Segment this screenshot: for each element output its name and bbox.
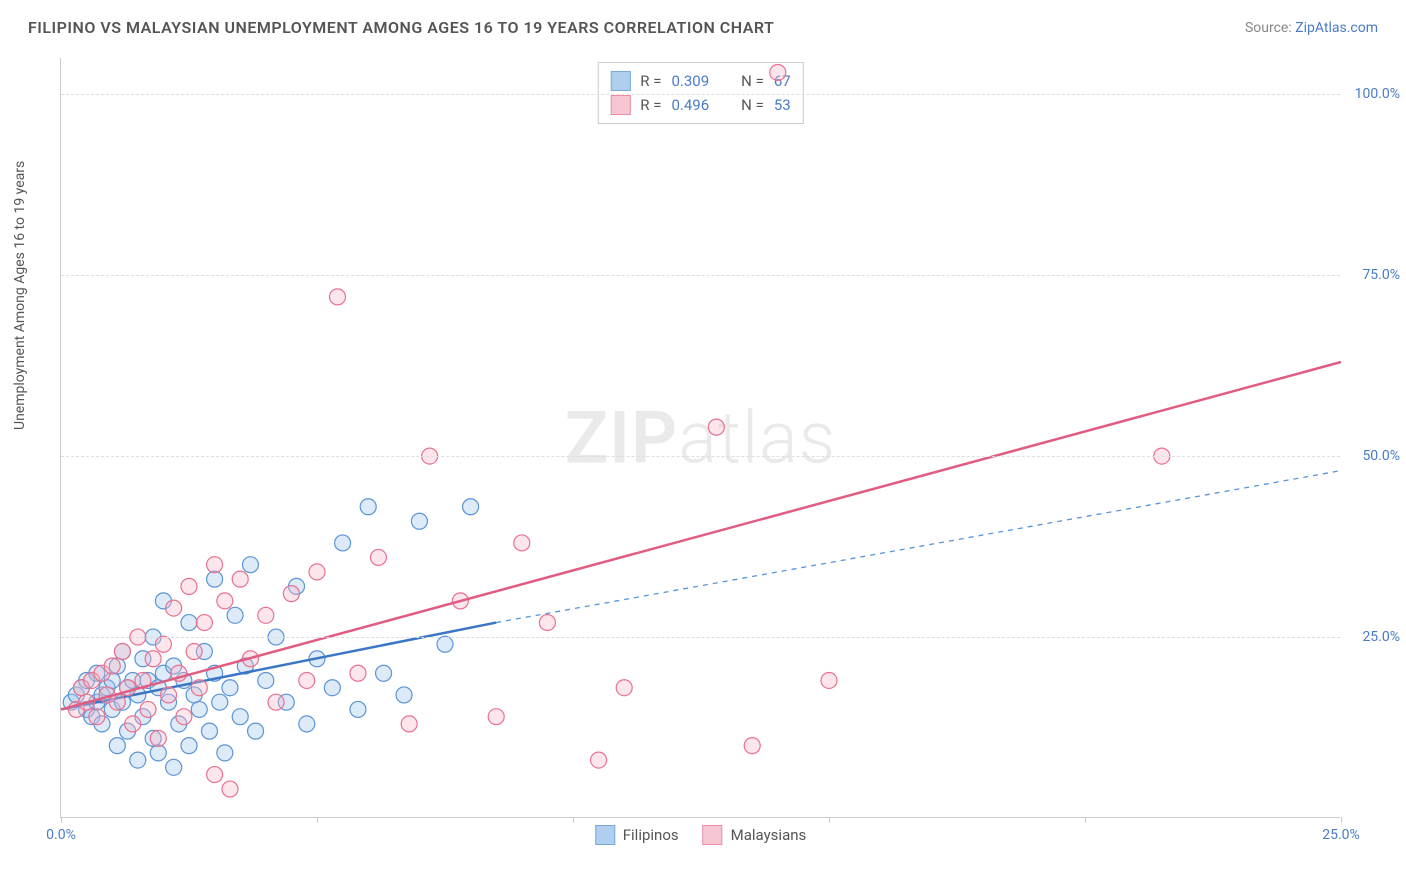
y-tick-label: 50.0% <box>1362 448 1400 464</box>
scatter-point <box>299 672 315 688</box>
gridline-h <box>61 94 1340 95</box>
scatter-point <box>242 557 258 573</box>
scatter-point <box>104 658 120 674</box>
scatter-point <box>130 752 146 768</box>
scatter-point <box>217 593 233 609</box>
scatter-point <box>181 738 197 754</box>
scatter-point <box>140 701 156 717</box>
trend-line-ext <box>496 471 1341 623</box>
y-tick-label: 100.0% <box>1355 86 1400 102</box>
legend-series-label: Filipinos <box>623 826 679 844</box>
source-link[interactable]: ZipAtlas.com <box>1295 20 1378 36</box>
scatter-point <box>376 665 392 681</box>
scatter-point <box>222 781 238 797</box>
scatter-point <box>370 549 386 565</box>
legend-swatch <box>703 825 723 845</box>
scatter-point <box>196 615 212 631</box>
source-prefix: Source: <box>1245 20 1295 36</box>
scatter-point <box>360 499 376 515</box>
scatter-point <box>161 687 177 703</box>
scatter-point <box>514 535 530 551</box>
scatter-point <box>350 665 366 681</box>
scatter-point <box>150 730 166 746</box>
legend-series-item: Filipinos <box>595 825 679 845</box>
scatter-point <box>191 680 207 696</box>
scatter-point <box>222 680 238 696</box>
scatter-point <box>176 709 192 725</box>
tick-x <box>1341 817 1342 823</box>
y-tick-label: 25.0% <box>1362 629 1400 645</box>
scatter-point <box>181 615 197 631</box>
scatter-point <box>396 687 412 703</box>
scatter-point <box>437 636 453 652</box>
scatter-point <box>309 564 325 580</box>
x-tick-label: 0.0% <box>46 827 76 843</box>
scatter-point <box>145 651 161 667</box>
scatter-point <box>166 600 182 616</box>
y-tick-label: 75.0% <box>1362 267 1400 283</box>
scatter-point <box>258 607 274 623</box>
x-tick-label: 25.0% <box>1322 827 1360 843</box>
tick-x <box>317 817 318 823</box>
scatter-point <box>708 419 724 435</box>
scatter-point <box>207 767 223 783</box>
scatter-point <box>411 513 427 529</box>
gridline-h <box>61 456 1340 457</box>
tick-x <box>61 817 62 823</box>
gridline-h <box>61 275 1340 276</box>
tick-x <box>829 817 830 823</box>
scatter-point <box>401 716 417 732</box>
scatter-point <box>350 701 366 717</box>
legend-series-label: Malaysians <box>731 826 807 844</box>
chart-title: FILIPINO VS MALAYSIAN UNEMPLOYMENT AMONG… <box>28 18 774 37</box>
scatter-point <box>258 672 274 688</box>
trend-line <box>61 362 1341 709</box>
tick-x <box>1085 817 1086 823</box>
scatter-point <box>268 694 284 710</box>
scatter-point <box>166 759 182 775</box>
scatter-point <box>232 571 248 587</box>
scatter-point <box>109 738 125 754</box>
scatter-point <box>770 64 786 80</box>
scatter-point <box>329 289 345 305</box>
scatter-point <box>217 745 233 761</box>
scatter-point <box>463 499 479 515</box>
scatter-point <box>114 644 130 660</box>
scatter-plot <box>61 58 1340 817</box>
scatter-point <box>212 694 228 710</box>
scatter-point <box>299 716 315 732</box>
scatter-point <box>248 723 264 739</box>
scatter-point <box>335 535 351 551</box>
chart-area: ZIPatlas R =0.309N =67R =0.496N =53 Fili… <box>60 58 1340 818</box>
legend-series: Filipinos Malaysians <box>595 825 807 845</box>
scatter-point <box>744 738 760 754</box>
gridline-h <box>61 637 1340 638</box>
scatter-point <box>821 672 837 688</box>
scatter-point <box>155 636 171 652</box>
scatter-point <box>125 716 141 732</box>
source-attribution: Source: ZipAtlas.com <box>1245 20 1378 36</box>
scatter-point <box>232 709 248 725</box>
y-axis-label: Unemployment Among Ages 16 to 19 years <box>12 161 28 430</box>
header: FILIPINO VS MALAYSIAN UNEMPLOYMENT AMONG… <box>0 0 1406 47</box>
scatter-point <box>150 745 166 761</box>
scatter-point <box>283 586 299 602</box>
legend-series-item: Malaysians <box>703 825 807 845</box>
tick-x <box>573 817 574 823</box>
scatter-point <box>89 709 105 725</box>
scatter-point <box>227 607 243 623</box>
scatter-point <box>191 701 207 717</box>
scatter-point <box>324 680 340 696</box>
scatter-point <box>591 752 607 768</box>
scatter-point <box>181 578 197 594</box>
scatter-point <box>207 557 223 573</box>
scatter-point <box>207 571 223 587</box>
scatter-point <box>539 615 555 631</box>
scatter-point <box>186 644 202 660</box>
scatter-point <box>616 680 632 696</box>
scatter-point <box>201 723 217 739</box>
scatter-point <box>488 709 504 725</box>
legend-swatch <box>595 825 615 845</box>
